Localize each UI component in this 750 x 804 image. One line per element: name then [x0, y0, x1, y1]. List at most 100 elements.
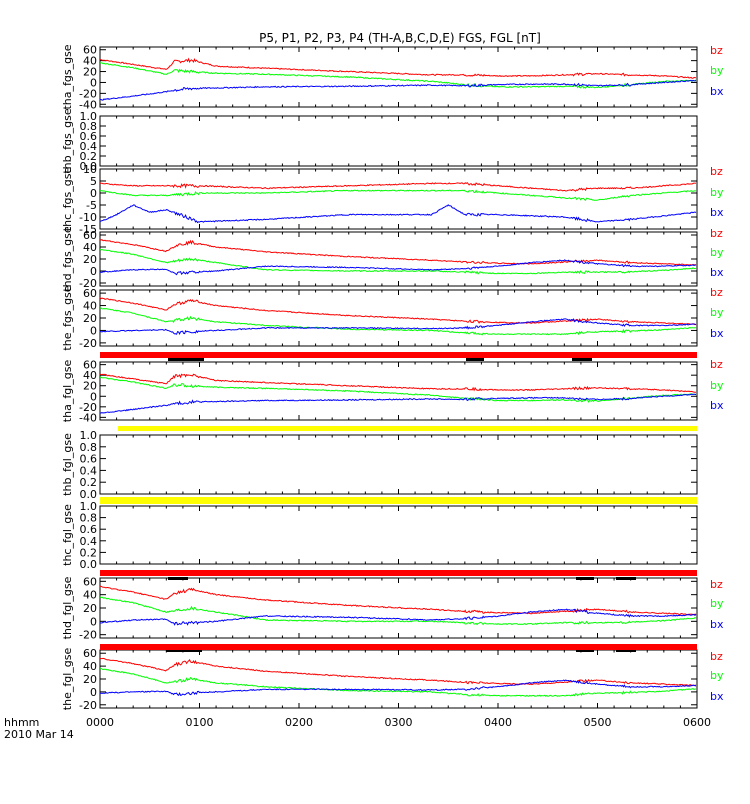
y-tick-label: 0.0: [80, 558, 98, 571]
y-axis-title: the_fgl_gse: [61, 648, 74, 711]
plot-title: P5, P1, P2, P3, P4 (TH-A,B,C,D,E) FGS, F…: [259, 31, 541, 45]
panel-thc-fgl-gse: 0.00.20.40.60.81.0 thc_fgl_gse: [61, 500, 698, 571]
legend-bz: bz: [710, 227, 723, 240]
series-bx-line: [99, 608, 697, 626]
legend-bx: bx: [710, 327, 724, 340]
series-by-line: [99, 596, 697, 626]
panel-frame: [99, 505, 698, 565]
series-by-line: [99, 62, 697, 89]
y-tick-label: 0.4: [80, 140, 98, 153]
y-axis-title: thd_fgs_gse: [61, 226, 74, 292]
y-axis-title: thc_fgs_gse: [61, 167, 74, 232]
y-tick-label: -5: [86, 199, 97, 212]
panel-frame: [99, 46, 698, 108]
legend-bx: bx: [710, 85, 724, 98]
time-axis: 0000 0100 0200 0300 0400 0500 0600: [86, 716, 711, 729]
series-bz-line: [99, 585, 697, 616]
status-bar-black: [616, 650, 636, 652]
y-tick-label: -20: [79, 401, 97, 414]
status-bar-red: [100, 644, 697, 650]
status-bar-yellow: [118, 426, 697, 431]
series-bx-line: [99, 204, 697, 224]
panel-thb-fgs-gse: 0.00.20.40.60.81.0 thb_fgs_gse: [61, 108, 698, 174]
legend-by: by: [710, 597, 724, 610]
x-tick-label: 0100: [186, 716, 214, 729]
y-axis-title: thd_fgl_gse: [61, 576, 74, 639]
y-tick-label: 1.0: [80, 110, 98, 123]
y-tick-label: 60: [83, 287, 97, 300]
panel-frame: [99, 434, 698, 495]
y-tick-label: 60: [83, 359, 97, 372]
legend-bz: bz: [710, 44, 723, 57]
legend-bz: bz: [710, 286, 723, 299]
y-tick-label: 40: [83, 589, 97, 602]
y-tick-label: 1.0: [80, 429, 98, 442]
y-axis-title: tha_fgs_gse: [61, 44, 74, 109]
panel-frame: [99, 361, 698, 421]
legend-bx: bx: [710, 206, 724, 219]
series-bx-line: [100, 259, 697, 276]
y-axis-title: thc_fgl_gse: [61, 504, 74, 566]
y-tick-label: 60: [83, 647, 97, 660]
y-axis-title: thb_fgl_gse: [61, 433, 74, 496]
y-tick-label: 0: [90, 686, 97, 699]
x-tick-label: 0600: [683, 716, 711, 729]
x-tick-label: 0500: [584, 716, 612, 729]
y-tick-label: 20: [83, 312, 97, 325]
series-bz-line: [99, 373, 696, 393]
legend-by: by: [710, 306, 724, 319]
y-tick-label: 40: [83, 55, 97, 68]
y-tick-label: 0.0: [80, 488, 98, 501]
y-tick-label: 20: [83, 380, 97, 393]
series-bz-line: [99, 239, 697, 266]
legend-bx: bx: [710, 618, 724, 631]
y-tick-label: 20: [83, 66, 97, 79]
y-tick-label: 60: [83, 229, 97, 242]
y-tick-label: 0.6: [80, 453, 98, 466]
y-tick-label: 0: [90, 265, 97, 278]
y-tick-label: -40: [79, 98, 97, 111]
y-tick-label: 40: [83, 241, 97, 254]
x-tick-label: 0400: [484, 716, 512, 729]
y-tick-label: 20: [83, 602, 97, 615]
y-tick-label: 0.2: [80, 476, 98, 489]
y-tick-label: 0: [90, 187, 97, 200]
y-tick-label: 0: [90, 390, 97, 403]
status-bar-red: [100, 570, 697, 576]
y-tick-label: 0.2: [80, 150, 98, 163]
panel-frame: [99, 115, 698, 167]
status-bar-black: [576, 650, 594, 652]
y-tick-label: -40: [79, 411, 97, 424]
y-tick-label: 0.0: [80, 160, 98, 173]
y-tick-label: 60: [83, 575, 97, 588]
status-bar-black: [166, 650, 202, 652]
series-by-line: [99, 307, 697, 336]
y-tick-label: 0.8: [80, 441, 98, 454]
y-tick-label: 0.6: [80, 130, 98, 143]
y-tick-label: 0.8: [80, 120, 98, 133]
footer-label-hhmm: hhmm: [4, 716, 39, 729]
footer-label-date: 2010 Mar 14: [4, 728, 74, 741]
series-bx-line: [99, 679, 697, 697]
y-tick-label: 0: [90, 615, 97, 628]
legend-by: by: [710, 669, 724, 682]
y-tick-label: -20: [79, 87, 97, 100]
y-tick-label: 0.8: [80, 512, 98, 525]
legend-by: by: [710, 379, 724, 392]
y-tick-label: -20: [79, 337, 97, 350]
status-bar-black: [168, 358, 204, 361]
series-by-line: [99, 376, 697, 403]
y-tick-label: -10: [79, 211, 97, 224]
y-tick-label: 40: [83, 660, 97, 673]
y-tick-label: 0.2: [80, 546, 98, 559]
y-tick-label: 20: [83, 673, 97, 686]
series-bz-line: [99, 297, 697, 326]
y-tick-label: 40: [83, 300, 97, 313]
